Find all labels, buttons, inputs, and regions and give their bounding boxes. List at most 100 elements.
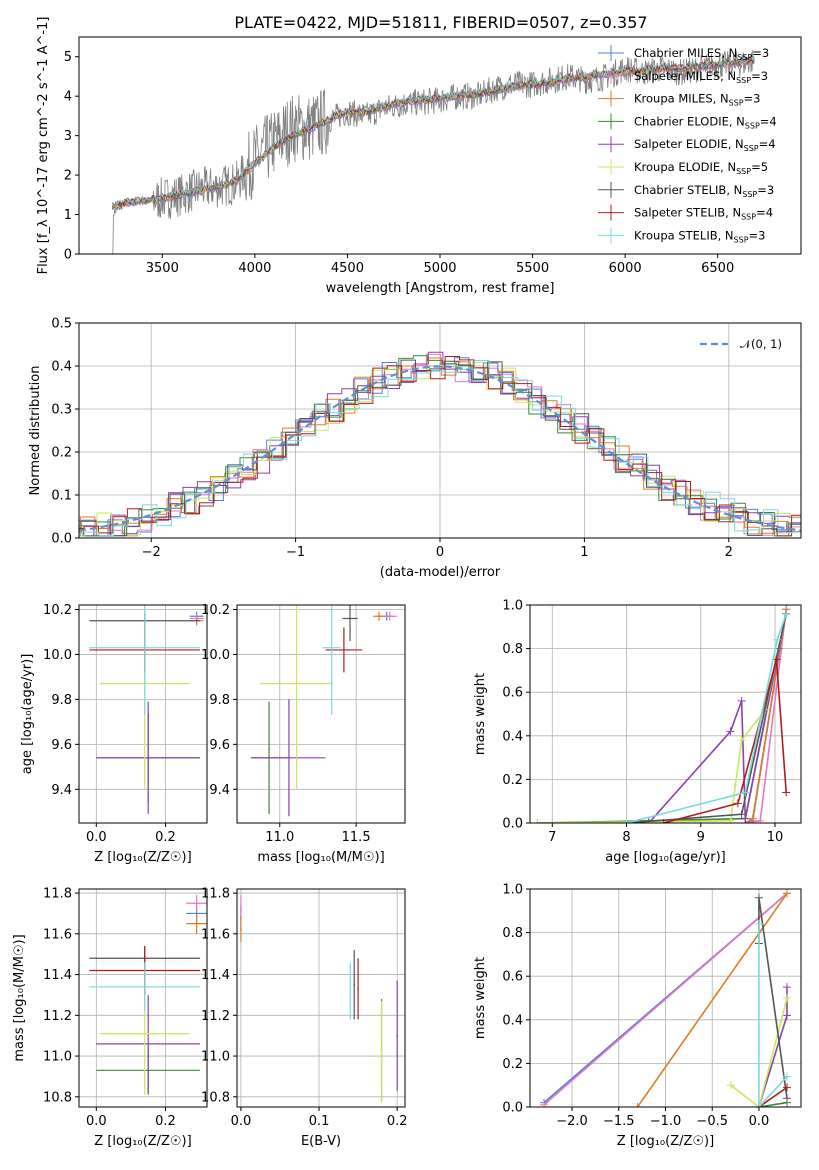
x-tick-label: 9: [697, 830, 705, 845]
residual-histogram: [79, 357, 801, 537]
y-axis-label: age [log₁₀(age/yr)]: [20, 654, 35, 775]
axes-frame: [529, 888, 802, 1108]
residual-histogram: [79, 355, 801, 537]
x-tick-label: 5500: [516, 261, 549, 276]
age-vs-mass-panel: 11.0 11.5 9.4 9.6 9.8 10.0 10.2 mass [log₁₀(M/M…: [201, 603, 406, 865]
y-tick-label: 4: [64, 90, 72, 105]
y-tick-label: 0.8: [502, 926, 523, 941]
normal-reference-curve: [79, 365, 801, 532]
legend-label: Salpeter MILES, NSSP=3: [634, 69, 768, 85]
y-tick-label: 10.0: [201, 648, 230, 663]
y-tick-label: 11.8: [201, 887, 230, 902]
y-tick-label: 2: [64, 169, 72, 184]
legend-label: Chabrier ELODIE, NSSP=4: [634, 114, 777, 130]
y-tick-label: 11.4: [43, 968, 72, 983]
x-tick-label: 10: [767, 830, 784, 845]
x-tick-label: −1: [286, 545, 305, 560]
massweight-group: [533, 605, 791, 823]
x-tick-label: 6500: [701, 261, 734, 276]
residual-histogram: [79, 351, 801, 537]
massweight-line: [626, 613, 787, 823]
y-tick-label: 10.8: [201, 1090, 230, 1105]
y-axis-label: mass [log₁₀(M/M☉)]: [12, 934, 27, 1061]
massweight-line: [537, 613, 787, 823]
y-tick-label: 11.8: [43, 887, 72, 902]
residual-histogram: [79, 359, 801, 537]
y-tick-label: 0.5: [51, 317, 72, 332]
x-axis-label: (data-model)/error: [380, 565, 501, 580]
y-tick-label: 10.0: [43, 648, 72, 663]
legend-subscript: SSP: [745, 121, 760, 130]
x-axis-label: Z [log₁₀(Z/Z☉)]: [94, 1134, 191, 1149]
legend-value: =3: [752, 46, 769, 60]
spectrum-lines: [111, 49, 755, 254]
x-tick-label: 0: [436, 545, 444, 560]
x-tick-label: 0.2: [155, 1114, 176, 1129]
x-tick-label: 0.0: [749, 1114, 770, 1129]
x-tick-label: 3500: [146, 261, 179, 276]
model-spectrum-line: [111, 55, 755, 207]
y-axis-label: mass weight: [473, 957, 488, 1039]
x-tick-label: −1.0: [650, 1114, 682, 1129]
axes-frame: [78, 604, 208, 824]
legend-subscript: SSP: [736, 167, 751, 176]
y-tick-label: 11.0: [43, 1050, 72, 1065]
massweight-line: [636, 892, 788, 1107]
y-tick-label: 0: [64, 248, 72, 263]
y-tick-label: 11.6: [43, 927, 72, 942]
axes-frame: [78, 322, 802, 539]
model-spectrum-line: [111, 55, 755, 207]
y-tick-label: 11.2: [201, 1009, 230, 1024]
y-tick-label: 11.2: [43, 1009, 72, 1024]
x-tick-label: 4500: [331, 261, 364, 276]
x-tick-label: 0.0: [86, 1114, 107, 1129]
y-tick-label: 0.6: [502, 970, 523, 985]
legend-value: =3: [757, 183, 774, 197]
x-axis-label: E(B-V): [301, 1134, 341, 1149]
y-tick-label: 11.0: [201, 1050, 230, 1065]
y-tick-label: 5: [64, 50, 72, 65]
massweight-line: [758, 1086, 788, 1107]
axes-frame: [78, 888, 208, 1108]
legend-label: Salpeter STELIB, NSSP=4: [634, 206, 773, 222]
residual-histogram: [79, 361, 801, 537]
histogram-group: [79, 351, 801, 537]
massweight-group: [540, 889, 791, 1107]
y-tick-label: 9.4: [51, 783, 72, 798]
x-tick-label: 0.0: [86, 830, 107, 845]
legend-label: Kroupa ELODIE, NSSP=5: [634, 160, 768, 176]
x-tick-label: 1: [580, 545, 588, 560]
axes-frame: [529, 604, 802, 824]
y-axis-label: mass weight: [473, 673, 488, 755]
legend-value: =3: [744, 92, 761, 106]
y-tick-label: 0.2: [502, 1057, 523, 1072]
residuals-panel: −2 −1 0 1 2 0.0 0.1 0.2 0.3 0.4 0.5 (data-model)/er…: [28, 317, 802, 580]
legend-label: Kroupa STELIB, NSSP=3: [634, 228, 765, 244]
massweight-line: [543, 892, 788, 1106]
legend-value: =3: [749, 228, 766, 242]
y-tick-label: 0.0: [502, 1101, 523, 1116]
y-tick-label: 0.2: [51, 446, 72, 461]
x-tick-label: −2: [142, 545, 161, 560]
y-tick-label: 3: [64, 129, 72, 144]
legend-subscript: SSP: [741, 213, 756, 222]
x-tick-label: 2: [725, 545, 733, 560]
residual-histogram: [79, 353, 801, 537]
axes-frame: [236, 604, 406, 824]
legend-label: Kroupa MILES, NSSP=3: [634, 92, 760, 108]
y-tick-label: 1.0: [502, 599, 523, 614]
massweight-vs-metallicity-panel: −2.0 −1.5 −1.0 −0.5 0.0 0.0 0.2 0.4 0.6 0.8 1.0 Z […: [473, 883, 802, 1149]
massweight-line: [758, 1101, 788, 1107]
legend-subscript: SSP: [742, 190, 757, 199]
x-tick-label: 5000: [423, 261, 456, 276]
age-vs-metallicity-panel: 0.0 0.2 9.4 9.6 9.8 10.0 10.2 Z [log₁₀(Z/Z☉)] ag…: [20, 603, 208, 865]
errorbar-group: [89, 605, 204, 815]
legend-value: =5: [751, 160, 768, 174]
y-tick-label: 0.4: [502, 1013, 523, 1028]
x-tick-label: 0.0: [231, 1114, 252, 1129]
x-axis-label: age [log₁₀(age/yr)]: [605, 850, 726, 865]
x-tick-label: 11.5: [342, 830, 371, 845]
x-tick-label: −2.0: [556, 1114, 588, 1129]
residual-histogram: [79, 360, 801, 537]
y-tick-label: 9.4: [209, 783, 230, 798]
